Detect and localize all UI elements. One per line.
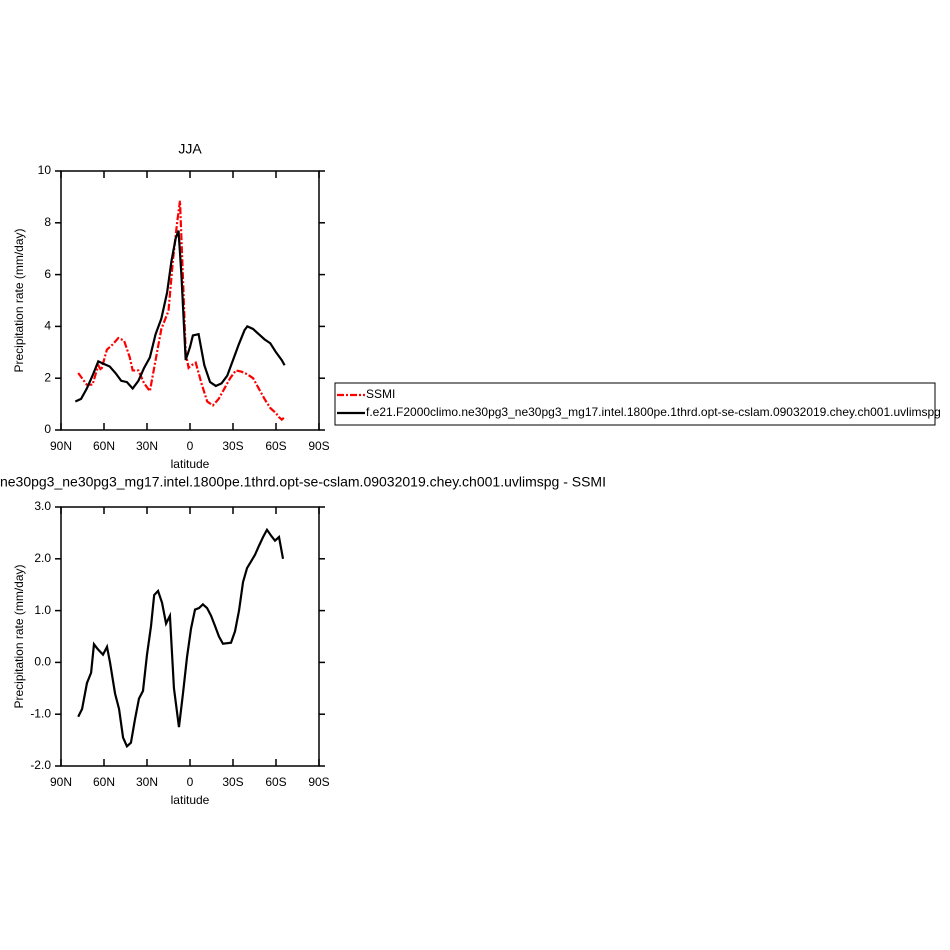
data-line xyxy=(77,527,285,749)
x-tick-label: 30S xyxy=(222,775,243,789)
x-tick-label: 30N xyxy=(136,439,158,453)
legend-box xyxy=(334,382,936,426)
x-tick-label: 0 xyxy=(187,775,194,789)
legend-label: SSMI xyxy=(366,387,395,401)
y-axis-label: Precipitation rate (mm/day) xyxy=(12,228,26,372)
y-tick-label: 2.0 xyxy=(34,551,51,565)
y-tick-label: 4 xyxy=(44,319,51,333)
x-tick-label: 0 xyxy=(187,439,194,453)
plot-frame xyxy=(60,170,320,431)
y-tick-label: -1.0 xyxy=(30,706,51,720)
y-tick-label: 0 xyxy=(44,422,51,436)
x-tick-label: 90S xyxy=(308,439,329,453)
x-axis-label: latitude xyxy=(171,457,210,471)
x-tick-label: 30N xyxy=(136,775,158,789)
x-tick-label: 90N xyxy=(50,439,72,453)
x-tick-label: 90N xyxy=(50,775,72,789)
y-tick-label: 1.0 xyxy=(34,603,51,617)
x-tick-label: 60N xyxy=(93,775,115,789)
chart-title: f.e21.F2000climo.ne30pg3_ne30pg3_mg17.in… xyxy=(0,474,606,490)
y-tick-label: 8 xyxy=(44,215,51,229)
y-tick-label: 2 xyxy=(44,370,51,384)
x-axis-label: latitude xyxy=(171,793,210,807)
x-tick-label: 60N xyxy=(93,439,115,453)
y-tick-label: 6 xyxy=(44,267,51,281)
data-line xyxy=(74,230,286,403)
x-tick-label: 90S xyxy=(308,775,329,789)
x-tick-label: 60S xyxy=(265,439,286,453)
y-tick-label: 3.0 xyxy=(34,499,51,513)
chart-title: JJA xyxy=(178,141,202,157)
y-tick-label: -2.0 xyxy=(30,758,51,772)
data-line xyxy=(77,200,286,422)
y-tick-label: 0.0 xyxy=(34,655,51,669)
y-tick-label: 10 xyxy=(38,163,52,177)
x-tick-label: 30S xyxy=(222,439,243,453)
x-tick-label: 60S xyxy=(265,775,286,789)
legend-label: f.e21.F2000climo.ne30pg3_ne30pg3_mg17.in… xyxy=(366,405,941,419)
y-axis-label: Precipitation rate (mm/day) xyxy=(12,564,26,708)
